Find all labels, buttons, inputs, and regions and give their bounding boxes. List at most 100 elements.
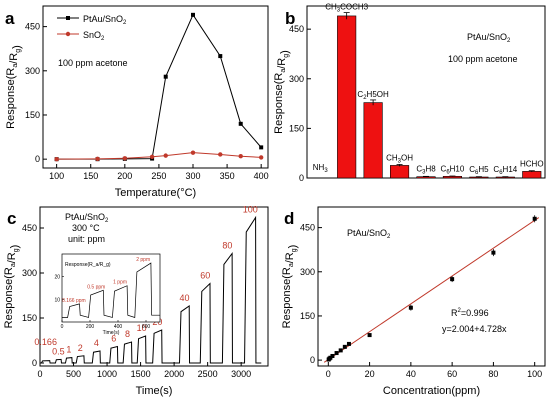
panel-d-fit-line <box>323 217 540 363</box>
panel-c-inset-xtick-label: 200 <box>86 324 95 330</box>
panel-c-inset-xtick-label: 600 <box>142 324 151 330</box>
panel-a-legend-marker <box>66 16 70 20</box>
panel-c-xtick-label: 500 <box>66 369 81 379</box>
panel-c-annotation: unit: ppm <box>68 234 105 244</box>
panel-b-annotation: 100 ppm acetone <box>448 54 518 64</box>
panel-d-ytick-label: 150 <box>300 311 315 321</box>
panel-d-point <box>491 250 496 255</box>
panel-b-bar <box>522 171 542 179</box>
panel-c-inset-xlabel: Time(s) <box>103 330 120 336</box>
panel-c-ytick-label: 450 <box>22 223 37 233</box>
panel-a-point <box>95 156 100 162</box>
panel-c-xlabel: Time(s) <box>136 385 173 397</box>
panel-b-ytick-label: 0 <box>299 173 304 183</box>
panel-b-bar <box>337 15 357 179</box>
panel-a-frame <box>42 5 269 169</box>
panel-a-point <box>218 152 223 157</box>
panel-a-point <box>258 155 264 160</box>
panel-a-xtick-label: 150 <box>83 171 98 181</box>
panel-c-conc-label: 10 <box>137 323 147 333</box>
panel-a-point <box>163 153 168 158</box>
panel-b-category-label: C6H5 <box>469 165 489 176</box>
panel-d-point <box>334 351 339 356</box>
panel-b-category-label: C6H10 <box>441 164 465 175</box>
panel-a-letter: a <box>5 9 15 28</box>
panel-a-point <box>163 74 168 79</box>
panel-d-point <box>408 305 413 310</box>
panel-a-point <box>218 54 223 59</box>
panel-d-xtick-label: 40 <box>406 369 416 379</box>
panel-d-point <box>330 353 335 358</box>
panel-d-point <box>328 355 333 360</box>
panel-c-conc-label: 1 <box>66 345 71 355</box>
panel-c-conc-label: 100 <box>243 205 258 215</box>
panel-a-xtick-label: 100 <box>49 171 64 181</box>
panel-b-letter: b <box>285 9 295 28</box>
panel-d-ytick-label: 0 <box>310 355 315 365</box>
panel-c-inset-line <box>62 262 160 318</box>
panel-d-annotation: PtAu/SnO2 <box>347 228 391 240</box>
panel-c-inset-conc-label: 0.5 ppm <box>87 284 105 290</box>
panel-a-xtick-label: 300 <box>185 171 200 181</box>
panel-d-xtick-label: 80 <box>488 369 498 379</box>
panel-b-category-label: HCHO <box>520 159 544 168</box>
panel-d-point <box>338 348 343 353</box>
panel-d-xtick-label: 20 <box>365 369 375 379</box>
panel-c-ytick-label: 300 <box>22 268 37 278</box>
panel-b-ylabel: Response(Ra/Rg) <box>273 50 291 134</box>
panel-c-conc-label: 0.166 <box>34 337 57 347</box>
panel-c-xtick-label: 3000 <box>231 369 251 379</box>
panel-a-annotation: 100 ppm acetone <box>58 58 128 68</box>
panel-d-ytick-label: 450 <box>300 223 315 233</box>
panel-c-xtick-label: 0 <box>37 369 42 379</box>
panel-c-conc-label: 6 <box>111 334 116 344</box>
panel-c-xtick-label: 2000 <box>164 369 184 379</box>
panel-a-legend-marker <box>65 31 71 37</box>
panel-c-xtick-label: 2500 <box>198 369 218 379</box>
panel-a-point <box>190 150 196 155</box>
panel-a-xtick-label: 250 <box>151 171 166 181</box>
panel-a-point <box>149 154 155 160</box>
panel-c-letter: c <box>7 209 16 228</box>
panel-d-xtick-label: 100 <box>527 369 542 379</box>
panel-d-xtick-label: 60 <box>447 369 457 379</box>
panel-b-category-label: CH3COCH3 <box>325 3 368 14</box>
panel-c-ytick-label: 150 <box>22 313 37 323</box>
panel-c-annotation: PtAu/SnO2 <box>65 212 109 224</box>
panel-b-category-label: C2H5OH <box>357 90 389 101</box>
panel-d-point <box>346 341 351 346</box>
panel-c-ylabel: Response(Ra/Rg) <box>3 245 21 329</box>
panel-c-inset-ytick-label: 20 <box>54 275 60 281</box>
panel-c-inset-conc-label: 0.166 ppm <box>62 298 86 304</box>
panel-a-ytick-label: 0 <box>35 154 40 164</box>
panel-a-ylabel: Response(Ra/Rg) <box>5 45 23 129</box>
panel-a-series-line-1 <box>56 152 262 160</box>
panel-a-ytick-label: 150 <box>25 110 40 120</box>
panel-c-conc-label: 2 <box>78 343 83 353</box>
panel-b-category-label: C6H14 <box>493 165 517 176</box>
panel-d-xtick-label: 0 <box>326 369 331 379</box>
panel-a-legend-label: SnO2 <box>83 30 105 42</box>
panel-b-category-label: NH3 <box>313 163 329 174</box>
panel-d-r2: R2=0.996 <box>451 308 489 318</box>
panel-a-xtick-label: 350 <box>220 171 235 181</box>
panel-a-legend-label: PtAu/SnO2 <box>83 14 127 26</box>
panel-c-xtick-label: 1000 <box>97 369 117 379</box>
panel-c-xtick-label: 1500 <box>131 369 151 379</box>
panel-c-inset-ylabel: Response(R_a/R_g) <box>65 262 111 268</box>
panel-d-point <box>532 216 537 221</box>
panel-b-bar <box>363 102 383 179</box>
panel-c-conc-label: 40 <box>180 293 190 303</box>
panel-d-point <box>367 333 372 338</box>
panel-a-xlabel: Temperature(°C) <box>115 187 196 199</box>
panel-d-point <box>450 277 455 282</box>
panel-d-ylabel: Response(Ra/Rg) <box>281 245 299 329</box>
panel-b-category-label: CH3OH <box>386 153 413 164</box>
panel-b-ytick-label: 150 <box>289 123 304 133</box>
panel-c-ytick-label: 0 <box>32 358 37 368</box>
panel-c-inset-conc-label: 2 ppm <box>136 257 150 263</box>
panel-a-xtick-label: 200 <box>117 171 132 181</box>
panel-b-category-label: C3H8 <box>416 165 436 176</box>
panel-c-inset-xtick-label: 400 <box>114 324 123 330</box>
panel-c-frame <box>39 206 269 367</box>
